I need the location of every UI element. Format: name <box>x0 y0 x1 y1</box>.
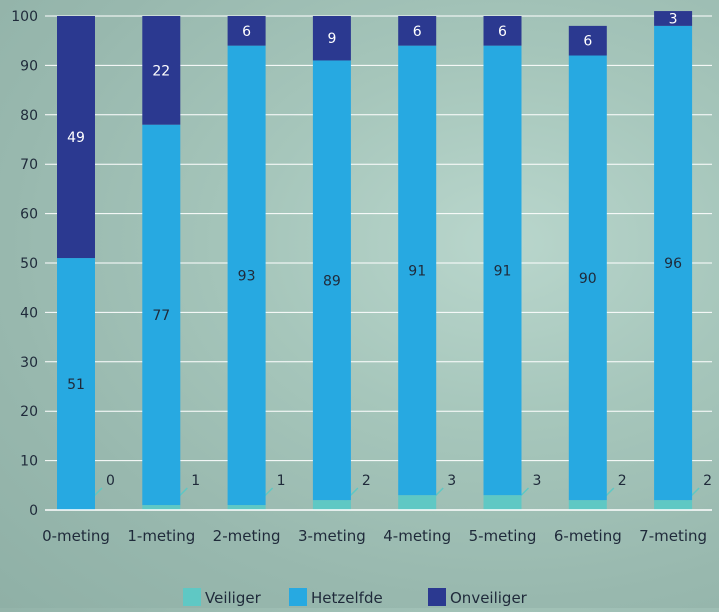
bar-hetzelfde <box>398 45 437 496</box>
data-label: 3 <box>447 473 456 489</box>
data-label: 6 <box>498 24 507 40</box>
bar-onveiliger <box>142 16 181 125</box>
bar-veiliger <box>568 500 607 510</box>
legend-swatch <box>428 588 446 606</box>
legend-label: Hetzelfde <box>311 589 383 607</box>
x-tick-label: 4-meting <box>383 527 451 545</box>
data-label: 6 <box>413 24 422 40</box>
bar-onveiliger <box>57 16 95 259</box>
bar-hetzelfde <box>142 124 181 506</box>
bar-hetzelfde <box>483 45 522 496</box>
data-label: 1 <box>191 473 200 489</box>
bar-veiliger <box>398 495 437 510</box>
data-label: 49 <box>67 130 85 146</box>
x-tick-label: 2-meting <box>213 527 281 545</box>
bar-veiliger <box>227 505 266 510</box>
data-label: 3 <box>533 473 542 489</box>
bar-onveiliger <box>483 16 522 46</box>
y-tick-label: 80 <box>20 108 38 124</box>
y-tick-label: 90 <box>20 58 38 74</box>
data-label: 89 <box>323 273 341 289</box>
bar-onveiliger <box>568 25 607 56</box>
bar-veiliger <box>312 500 351 510</box>
data-label: 22 <box>152 63 170 79</box>
legend-label: Onveiliger <box>450 589 528 607</box>
x-tick-label: 7-meting <box>639 527 707 545</box>
y-tick-label: 20 <box>20 404 38 420</box>
y-tick-label: 10 <box>20 454 38 470</box>
data-label: 77 <box>152 308 170 324</box>
y-tick-label: 40 <box>20 305 38 321</box>
data-label: 6 <box>583 34 592 50</box>
data-label: 2 <box>618 473 627 489</box>
data-label: 91 <box>408 263 426 279</box>
bar-hetzelfde <box>312 60 351 501</box>
y-tick-label: 70 <box>20 157 38 173</box>
legend-swatch <box>183 588 201 606</box>
data-label: 93 <box>238 268 256 284</box>
y-tick-label: 50 <box>20 256 38 272</box>
bar-hetzelfde <box>57 258 95 510</box>
y-tick-label: 0 <box>29 503 38 519</box>
bar-hetzelfde <box>227 45 266 506</box>
y-tick-label: 30 <box>20 355 38 371</box>
x-tick-label: 3-meting <box>298 527 366 545</box>
bar-onveiliger <box>227 16 266 46</box>
bar-veiliger <box>483 495 522 510</box>
x-tick-label: 5-meting <box>469 527 537 545</box>
data-label: 0 <box>106 473 115 489</box>
bar-hetzelfde <box>568 55 607 501</box>
leader-line <box>422 487 444 509</box>
legend-label: Veiliger <box>205 589 262 607</box>
data-label: 9 <box>327 31 336 47</box>
bar-onveiliger <box>398 16 437 46</box>
x-tick-label: 6-meting <box>554 527 622 545</box>
bar-onveiliger <box>312 16 351 61</box>
bar-hetzelfde <box>654 25 693 501</box>
data-label: 2 <box>362 473 371 489</box>
leader-line <box>507 487 530 509</box>
data-label: 51 <box>67 377 85 393</box>
data-label: 2 <box>703 473 712 489</box>
data-label: 6 <box>242 24 251 40</box>
y-tick-label: 100 <box>11 9 38 25</box>
x-tick-label: 1-meting <box>127 527 195 545</box>
data-label: 90 <box>579 271 597 287</box>
legend-swatch <box>289 588 307 606</box>
data-label: 3 <box>669 11 678 27</box>
x-tick-label: 0-meting <box>42 527 110 545</box>
y-tick-label: 60 <box>20 207 38 223</box>
bar-onveiliger <box>654 11 693 26</box>
data-label: 1 <box>277 473 286 489</box>
data-label: 91 <box>494 263 512 279</box>
bar-veiliger <box>654 500 693 510</box>
data-label: 96 <box>664 256 682 272</box>
bar-veiliger <box>142 505 181 510</box>
